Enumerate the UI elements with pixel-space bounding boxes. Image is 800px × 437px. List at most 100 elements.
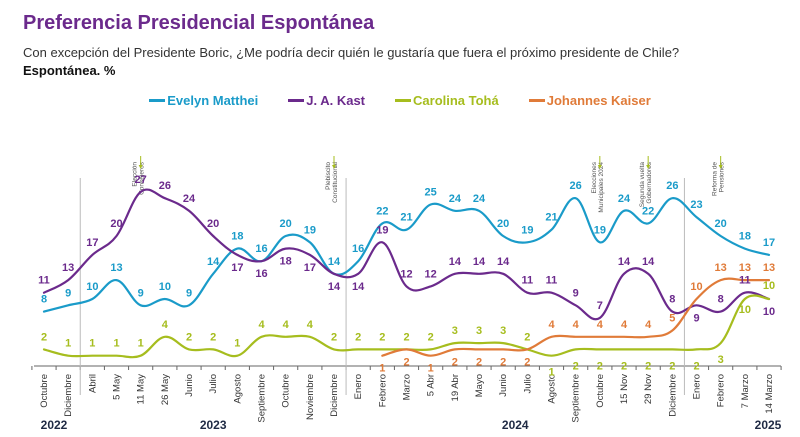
x-tick-label: 5 Abr xyxy=(426,374,437,396)
data-label-evelyn-matthei: 26 xyxy=(570,180,582,192)
chart-title: Preferencia Presidencial Espontánea xyxy=(23,12,375,34)
chart-subtitle: Con excepción del Presidente Boric, ¿Me … xyxy=(23,45,680,60)
data-label-carolina-toh: 4 xyxy=(307,319,314,331)
event-annotation-label: Municipales 2024 xyxy=(598,162,605,213)
series-line-johannes-kaiser xyxy=(381,277,771,357)
x-tick-label: Abril xyxy=(87,374,98,393)
data-label-carolina-toh: 4 xyxy=(258,319,265,331)
legend-swatch-kast xyxy=(288,99,305,102)
data-label-johannes-kaiser: 2 xyxy=(403,356,409,368)
event-annotation-arrowhead xyxy=(138,165,143,169)
data-label-carolina-toh: 2 xyxy=(524,331,530,343)
data-label-j-a-kast: 17 xyxy=(86,237,98,249)
data-label-j-a-kast: 9 xyxy=(693,312,699,324)
data-label-carolina-toh: 2 xyxy=(621,360,627,372)
data-label-johannes-kaiser: 10 xyxy=(690,281,702,293)
x-tick-label: Agosto xyxy=(547,374,558,404)
data-label-j-a-kast: 11 xyxy=(739,275,751,287)
event-annotation-label: Reforma de xyxy=(712,162,719,196)
data-label-johannes-kaiser: 2 xyxy=(476,356,482,368)
x-tick-label: Diciembre xyxy=(667,374,678,417)
event-annotation-arrowhead xyxy=(597,165,602,169)
data-label-carolina-toh: 2 xyxy=(403,331,409,343)
x-tick-label: 29 Nov xyxy=(643,374,654,404)
event-annotation-label: Segunda vuelta xyxy=(639,162,646,208)
data-label-carolina-toh: 3 xyxy=(452,325,458,337)
data-label-j-a-kast: 8 xyxy=(669,294,675,306)
data-label-carolina-toh: 2 xyxy=(210,331,216,343)
data-label-johannes-kaiser: 4 xyxy=(597,319,604,331)
data-label-evelyn-matthei: 21 xyxy=(545,212,557,224)
data-label-j-a-kast: 16 xyxy=(255,268,267,280)
data-label-carolina-toh: 2 xyxy=(573,360,579,372)
data-label-carolina-toh: 10 xyxy=(739,304,751,316)
legend-label-kaiser: Johannes Kaiser xyxy=(546,93,651,108)
x-tick-label: Julio xyxy=(208,374,219,394)
data-label-carolina-toh: 2 xyxy=(645,360,651,372)
x-tick-label: Noviembre xyxy=(305,374,316,420)
data-label-carolina-toh: 2 xyxy=(331,331,337,343)
data-label-evelyn-matthei: 26 xyxy=(666,180,678,192)
data-label-j-a-kast: 19 xyxy=(376,224,388,236)
x-tick-label: Septiembre xyxy=(571,374,582,423)
data-label-j-a-kast: 12 xyxy=(400,268,412,280)
data-label-j-a-kast: 18 xyxy=(280,256,292,268)
data-label-johannes-kaiser: 13 xyxy=(763,262,775,274)
chart-unit-label: Espontánea. % xyxy=(23,63,116,78)
data-label-evelyn-matthei: 16 xyxy=(352,243,364,255)
data-label-evelyn-matthei: 18 xyxy=(739,231,751,243)
data-label-j-a-kast: 17 xyxy=(231,262,243,274)
event-annotation-label: Constitucional xyxy=(332,161,339,202)
data-label-j-a-kast: 13 xyxy=(62,262,74,274)
data-label-j-a-kast: 14 xyxy=(497,256,510,268)
data-label-carolina-toh: 3 xyxy=(500,325,506,337)
data-label-evelyn-matthei: 19 xyxy=(304,224,316,236)
data-label-j-a-kast: 14 xyxy=(473,256,486,268)
data-label-carolina-toh: 10 xyxy=(763,280,775,292)
year-label: 2022 xyxy=(41,418,68,432)
data-label-carolina-toh: 2 xyxy=(41,331,47,343)
event-annotation-label: Elección xyxy=(132,162,139,187)
data-label-evelyn-matthei: 24 xyxy=(449,193,462,205)
legend-label-toha: Carolina Tohá xyxy=(413,93,499,108)
data-label-j-a-kast: 14 xyxy=(352,281,365,293)
data-label-johannes-kaiser: 1 xyxy=(379,363,385,375)
legend-item-toha: Carolina Tohá xyxy=(395,93,499,108)
legend-swatch-matthei xyxy=(149,99,166,102)
event-annotation-label: Elecciones xyxy=(591,161,598,193)
data-label-j-a-kast: 24 xyxy=(183,193,196,205)
x-tick-label: 15 Nov xyxy=(619,374,630,404)
data-label-johannes-kaiser: 4 xyxy=(548,319,555,331)
x-tick-label: Agosto xyxy=(232,374,243,404)
x-tick-label: Enero xyxy=(353,374,364,399)
data-label-evelyn-matthei: 22 xyxy=(642,205,654,217)
data-label-johannes-kaiser: 5 xyxy=(669,313,675,325)
x-tick-label: 14 Marzo xyxy=(764,374,775,414)
data-label-carolina-toh: 1 xyxy=(234,338,240,350)
data-label-johannes-kaiser: 4 xyxy=(621,319,628,331)
x-tick-label: Octubre xyxy=(39,374,50,408)
data-label-evelyn-matthei: 10 xyxy=(86,281,98,293)
data-label-j-a-kast: 9 xyxy=(573,287,579,299)
data-label-johannes-kaiser: 1 xyxy=(428,363,434,375)
data-label-johannes-kaiser: 4 xyxy=(645,319,652,331)
data-label-evelyn-matthei: 24 xyxy=(473,193,486,205)
data-label-johannes-kaiser: 2 xyxy=(500,356,506,368)
data-label-carolina-toh: 3 xyxy=(718,354,724,366)
data-label-j-a-kast: 26 xyxy=(159,180,171,192)
legend-item-kast: J. A. Kast xyxy=(288,93,365,108)
data-label-carolina-toh: 3 xyxy=(476,325,482,337)
data-label-evelyn-matthei: 16 xyxy=(255,243,267,255)
data-label-evelyn-matthei: 18 xyxy=(231,231,243,243)
data-label-johannes-kaiser: 13 xyxy=(715,262,727,274)
data-label-carolina-toh: 2 xyxy=(379,331,385,343)
data-label-j-a-kast: 11 xyxy=(38,275,50,287)
data-label-johannes-kaiser: 4 xyxy=(573,319,580,331)
data-label-j-a-kast: 20 xyxy=(110,218,122,230)
event-annotation-arrowhead xyxy=(332,165,336,169)
data-label-evelyn-matthei: 20 xyxy=(497,218,509,230)
data-label-carolina-toh: 4 xyxy=(162,319,169,331)
x-tick-label: Febrero xyxy=(716,374,727,407)
data-label-j-a-kast: 27 xyxy=(135,174,147,186)
